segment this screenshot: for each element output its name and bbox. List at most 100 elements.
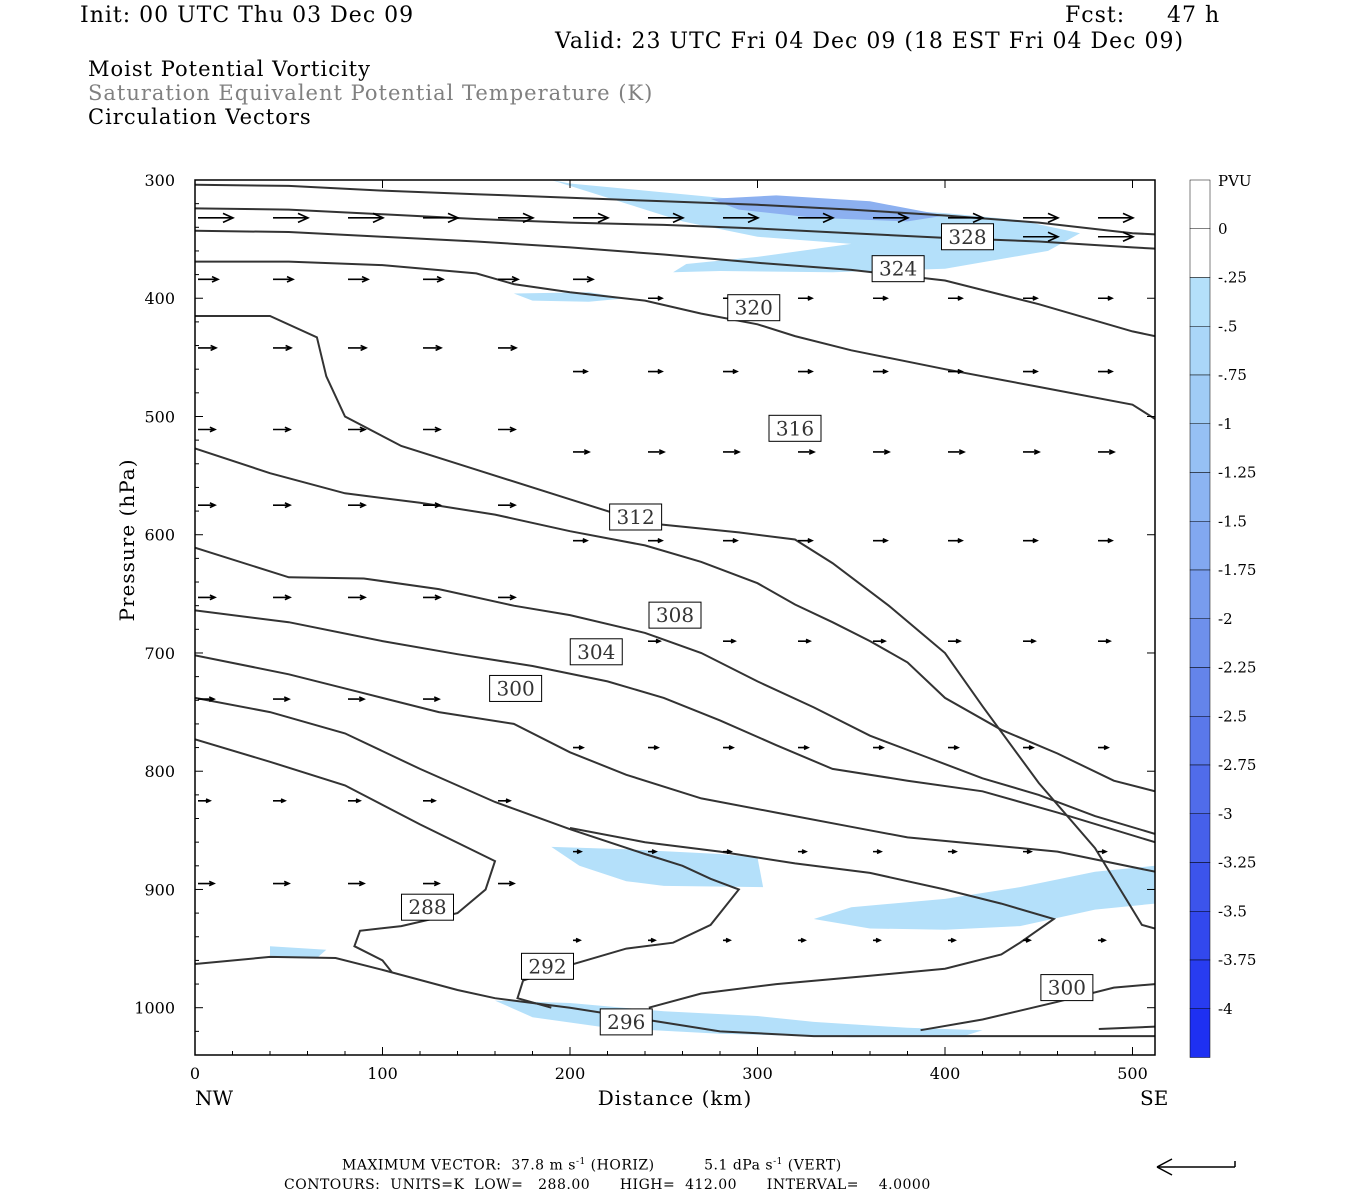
- colorbar-tick-label: -3.75: [1218, 951, 1256, 969]
- colorbar-swatch: [1189, 179, 1211, 229]
- isentrope-320: [195, 260, 1155, 420]
- circulation-vector: [423, 798, 437, 804]
- circulation-vector: [873, 538, 889, 544]
- circulation-vector: [198, 594, 217, 601]
- circulation-vector: [573, 745, 585, 751]
- valid-time: Valid: 23 UTC Fri 04 Dec 09 (18 EST Fri …: [555, 29, 1185, 54]
- circulation-vector: [798, 849, 808, 855]
- x-tick-label: 0: [190, 1064, 200, 1083]
- circulation-vector: [723, 368, 739, 375]
- plot-frame: [194, 179, 1156, 1056]
- colorbar-tick-label: -2: [1218, 610, 1233, 628]
- circulation-vector: [1023, 937, 1032, 943]
- circulation-vector: [423, 344, 443, 352]
- isentrope-300: [1098, 1025, 1155, 1030]
- contour-label-box: [941, 223, 994, 251]
- isentrope-328: [195, 207, 1155, 250]
- colorbar-tick-label: -1.75: [1218, 561, 1256, 579]
- circulation-vector: [873, 638, 887, 644]
- circulation-vector: [273, 502, 292, 509]
- circulation-vector: [273, 212, 310, 224]
- circulation-vector: [948, 538, 964, 544]
- x-end-label-nw: NW: [195, 1086, 234, 1110]
- colorbar-tick-label: -2.5: [1218, 707, 1247, 725]
- circulation-vector: [1098, 449, 1116, 455]
- contour-label: 308: [656, 603, 694, 627]
- y-tick-label: 600: [144, 526, 175, 545]
- circulation-vector: [273, 798, 287, 804]
- isentrope-292: [195, 955, 1155, 1038]
- circulation-vector: [273, 696, 291, 702]
- isentrope-312: [195, 447, 1155, 793]
- contour-label: 312: [617, 505, 655, 529]
- circulation-vector: [1098, 538, 1114, 544]
- colorbar-tick-label: -2.25: [1218, 659, 1256, 677]
- contour-label-box: [401, 893, 454, 921]
- circulation-vector: [798, 295, 814, 301]
- contour-label: 328: [948, 225, 986, 249]
- circulation-vector: [873, 849, 883, 855]
- circulation-vector: [348, 426, 367, 433]
- circulation-vector: [348, 212, 385, 224]
- circulation-vector: [198, 880, 216, 887]
- colorbar-swatch: [1189, 423, 1211, 473]
- colorbar-tick-label: -3: [1218, 805, 1233, 823]
- y-tick-label: 900: [144, 880, 175, 899]
- colorbar-tick-label: -2.75: [1218, 756, 1256, 774]
- y-tick-label: 800: [144, 762, 175, 781]
- circulation-vector: [348, 798, 362, 804]
- circulation-vector: [198, 426, 217, 433]
- circulation-vector: [273, 275, 295, 283]
- circulation-vector: [1098, 295, 1114, 301]
- circulation-vector: [648, 538, 664, 544]
- circulation-vector: [273, 594, 292, 601]
- circulation-vector: [348, 696, 366, 702]
- colorbar-tick-label: -3.25: [1218, 854, 1256, 872]
- y-tick-label: 300: [144, 171, 175, 190]
- x-tick-label: 300: [742, 1064, 773, 1083]
- colorbar-swatch: [1189, 764, 1211, 814]
- field-name-mpv: Moist Potential Vorticity: [88, 57, 371, 81]
- max-horiz-value: 37.8 m s: [511, 1157, 576, 1174]
- colorbar-title: PVU: [1218, 172, 1252, 190]
- contour-label-box: [599, 1008, 653, 1036]
- contour-label: 292: [528, 954, 566, 978]
- pv-region: [551, 180, 1080, 273]
- circulation-vector: [423, 594, 442, 601]
- pv-region: [813, 865, 1155, 930]
- circulation-vector: [273, 426, 292, 433]
- colorbar-tick-label: 0: [1218, 220, 1228, 238]
- circulation-vector: [948, 212, 985, 224]
- circulation-vector: [948, 295, 964, 301]
- circulation-vector: [723, 745, 735, 751]
- pv-region: [270, 946, 327, 958]
- colorbar-swatch: [1189, 326, 1211, 376]
- circulation-vector: [948, 745, 960, 751]
- colorbar-tick-label: -4: [1218, 1000, 1233, 1018]
- circulation-vector: [1098, 212, 1135, 224]
- max-horiz-unit: (HORIZ): [590, 1157, 655, 1174]
- colorbar-swatch: [1189, 472, 1211, 522]
- forecast-hour: 47 h: [1167, 3, 1221, 28]
- contour-label-box: [521, 952, 574, 980]
- reference-vector-icon: [1156, 1158, 1236, 1176]
- circulation-vector: [798, 449, 816, 455]
- circulation-vector: [1023, 849, 1033, 855]
- circulation-vector: [198, 344, 218, 352]
- colorbar-tick-label: -.25: [1218, 269, 1247, 287]
- colorbar-tick-label: -1.5: [1218, 512, 1247, 530]
- circulation-vector: [873, 449, 891, 455]
- circulation-vector: [873, 368, 889, 375]
- contour-label-box: [1040, 974, 1094, 1002]
- circulation-vector: [948, 937, 957, 943]
- circulation-vector: [498, 275, 520, 283]
- contour-label-box: [648, 601, 702, 629]
- circulation-vector: [573, 212, 610, 224]
- isentrope-324: [195, 229, 1155, 338]
- circulation-vector: [1023, 745, 1035, 751]
- circulation-vector: [1023, 538, 1039, 544]
- contour-label-box: [609, 503, 663, 531]
- y-tick-label: 700: [144, 644, 175, 663]
- circulation-vector: [1023, 212, 1060, 224]
